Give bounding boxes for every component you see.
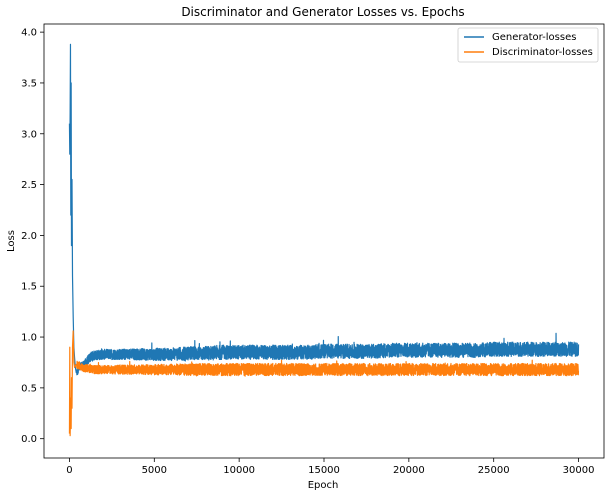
y-axis-ticks: 0.0 0.5 1.0 1.5 2.0 2.5 3.0 3.5 4.0 (21, 28, 44, 445)
legend-label-discriminator: Discriminator-losses (492, 47, 593, 58)
x-tick-label: 20000 (393, 465, 425, 476)
y-tick-label: 1.5 (21, 282, 37, 293)
series-line-generator (68, 43, 580, 376)
y-tick-label: 0.0 (21, 434, 37, 445)
y-tick-label: 2.5 (21, 180, 37, 191)
y-tick-label: 2.0 (21, 231, 37, 242)
x-tick-label: 10000 (223, 465, 255, 476)
x-tick-label: 15000 (308, 465, 340, 476)
x-axis-label: Epoch (308, 480, 339, 491)
series-layer (68, 43, 580, 437)
legend-label-generator: Generator-losses (492, 32, 576, 43)
legend: Generator-losses Discriminator-losses (457, 27, 599, 63)
x-tick-label: 0 (66, 465, 72, 476)
y-tick-label: 1.0 (21, 333, 37, 344)
series-line-discriminator (68, 330, 580, 437)
x-tick-label: 25000 (478, 465, 510, 476)
x-tick-label: 5000 (142, 465, 167, 476)
y-tick-label: 4.0 (21, 28, 37, 39)
x-axis-ticks: 0 5000 10000 15000 20000 25000 30000 (66, 458, 594, 476)
y-tick-label: 0.5 (21, 383, 37, 394)
y-tick-label: 3.5 (21, 78, 37, 89)
y-axis-label: Loss (6, 230, 17, 252)
chart-title: Discriminator and Generator Losses vs. E… (181, 5, 464, 19)
x-tick-label: 30000 (563, 465, 595, 476)
y-tick-label: 3.0 (21, 129, 37, 140)
legend-box (457, 27, 599, 63)
plot-area: 0 5000 10000 15000 20000 25000 30000 0.0 0.5 1.0… (21, 23, 605, 476)
